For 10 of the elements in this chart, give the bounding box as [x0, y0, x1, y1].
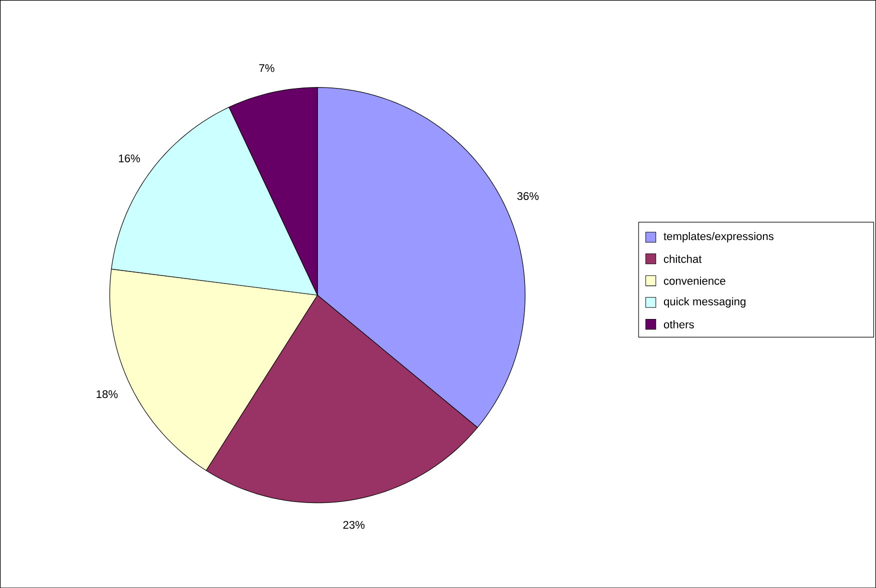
data-label: 18%	[96, 390, 118, 398]
data-label: 16%	[118, 154, 140, 162]
data-label: 7%	[259, 64, 274, 72]
legend-label: others	[664, 320, 694, 328]
legend-label: templates/expressions	[664, 232, 774, 242]
legend-label: quick messaging	[664, 297, 746, 308]
legend-label: chitchat	[664, 254, 702, 263]
data-label: 36%	[517, 192, 539, 200]
legend-label: convenience	[664, 276, 726, 285]
data-label: 23%	[343, 520, 365, 529]
